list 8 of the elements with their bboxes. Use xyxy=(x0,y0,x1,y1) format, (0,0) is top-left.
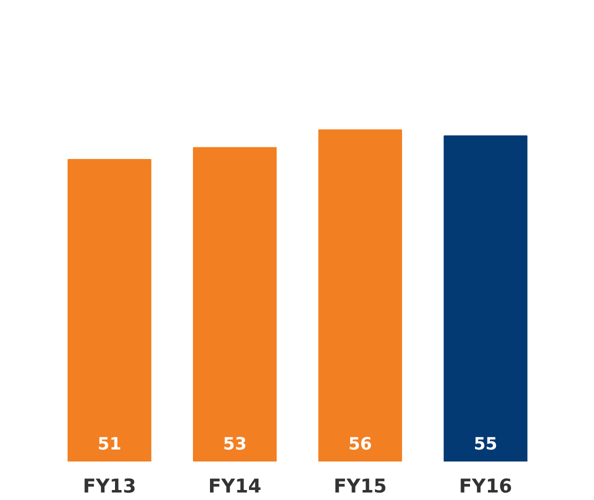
x-tick-label: FY13 xyxy=(82,476,136,498)
data-label: 55 xyxy=(474,434,498,454)
x-tick-label: FY16 xyxy=(458,476,512,498)
data-label: 53 xyxy=(222,434,247,454)
x-tick-label: FY14 xyxy=(208,476,262,498)
data-label: 51 xyxy=(98,434,122,454)
x-tick-label: FY15 xyxy=(334,476,387,498)
data-label: 56 xyxy=(348,434,372,454)
